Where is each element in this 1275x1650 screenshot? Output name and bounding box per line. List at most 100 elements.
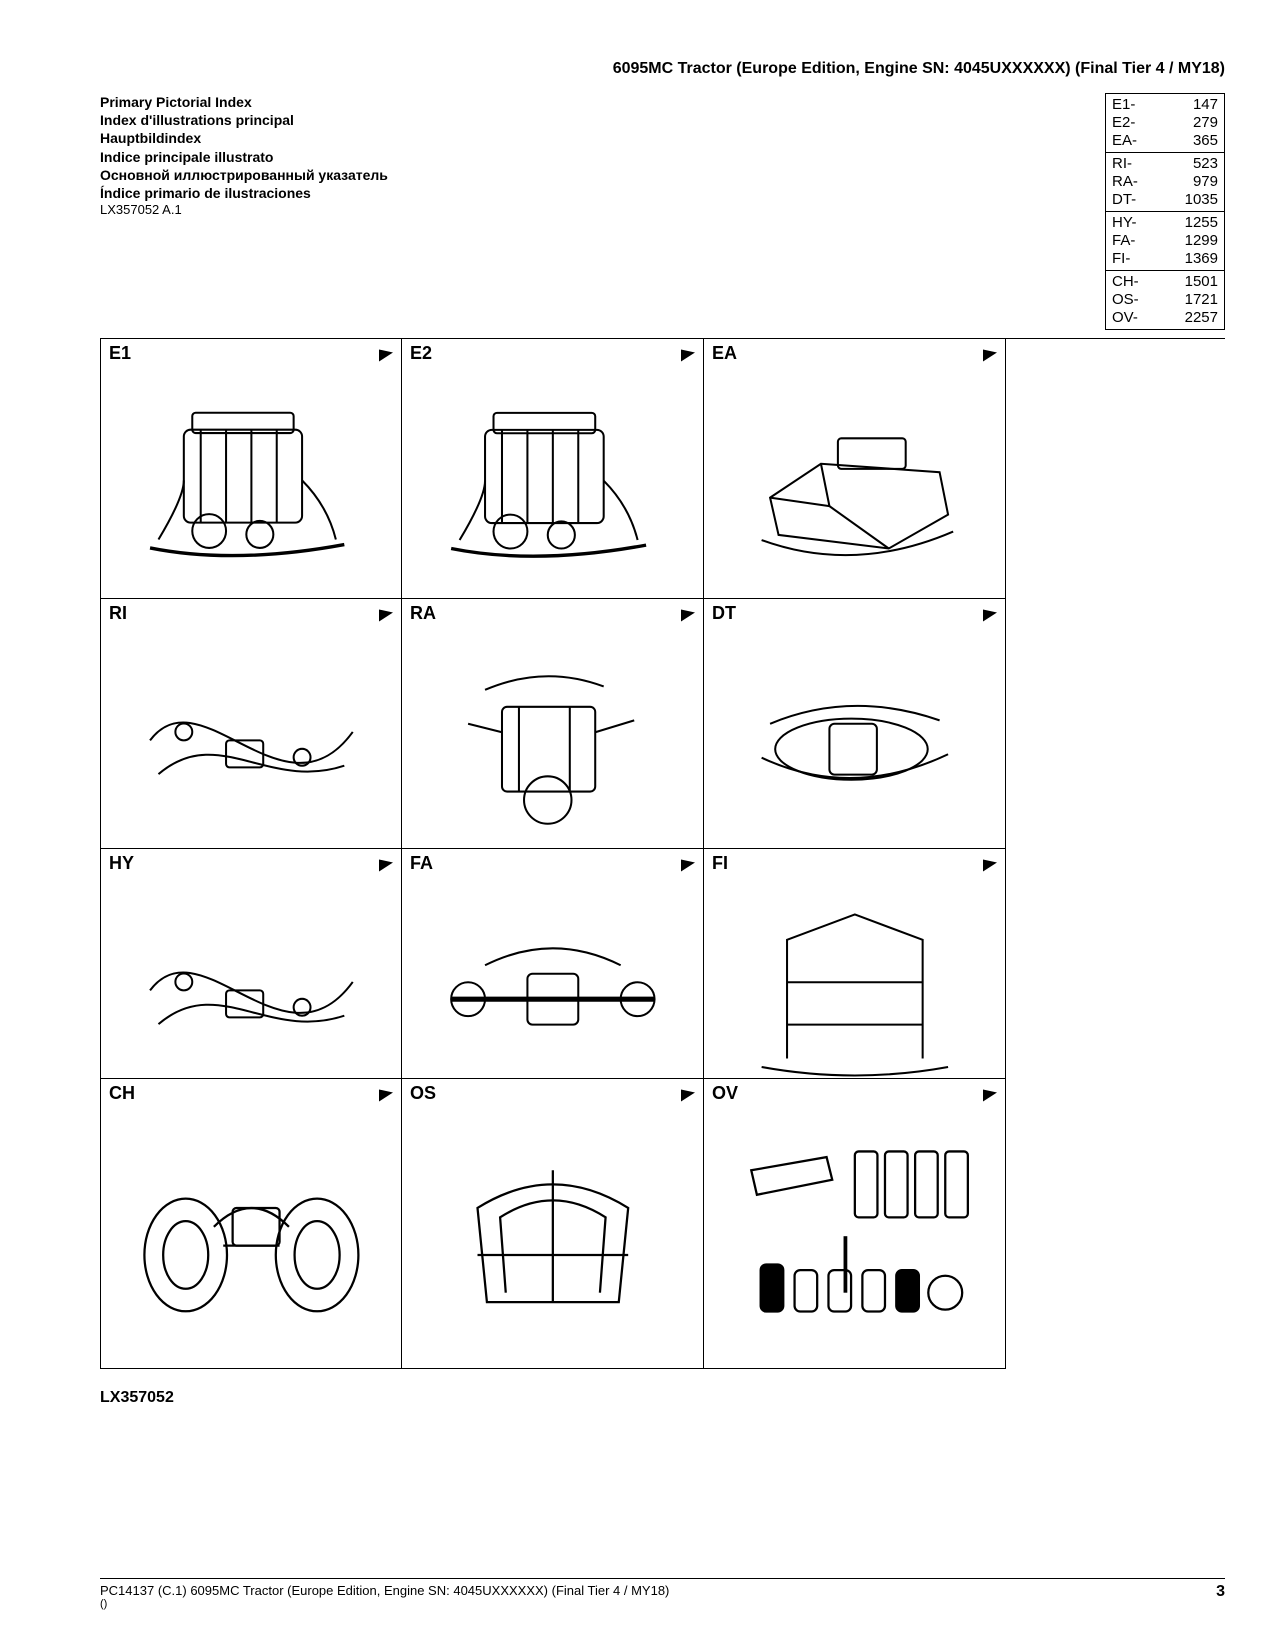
ref-row[interactable]: DT- 1035 <box>1112 191 1218 209</box>
pictorial-cell-e2[interactable]: E2DZ115803 <box>402 339 704 599</box>
part-diagram-icon <box>723 379 987 582</box>
header-title: 6095MC Tractor (Europe Edition, Engine S… <box>100 60 1225 78</box>
arrow-icon <box>983 1086 997 1101</box>
ref-page: 523 <box>1193 155 1218 173</box>
ref-page: 365 <box>1193 132 1218 150</box>
cell-code: FA <box>410 853 433 874</box>
cell-header: DT <box>704 599 1005 624</box>
footer-main-text: PC14137 (C.1) 6095MC Tractor (Europe Edi… <box>100 1583 669 1598</box>
footer-left: PC14137 (C.1) 6095MC Tractor (Europe Edi… <box>100 1583 669 1610</box>
ref-page: 1501 <box>1185 273 1218 291</box>
ref-page: 1721 <box>1185 291 1218 309</box>
footer: PC14137 (C.1) 6095MC Tractor (Europe Edi… <box>100 1578 1225 1610</box>
cell-header: RA <box>402 599 703 624</box>
cell-header: E2 <box>402 339 703 364</box>
pictorial-cell-ov[interactable]: OV <box>704 1079 1006 1369</box>
index-titles: Primary Pictorial IndexIndex d'illustrat… <box>100 93 388 202</box>
pictorial-cell-ch[interactable]: CH <box>100 1079 402 1369</box>
arrow-icon <box>379 346 393 361</box>
cell-code: E2 <box>410 343 432 364</box>
part-diagram-icon <box>120 379 383 582</box>
pictorial-cell-hy[interactable]: HY <box>100 849 402 1079</box>
ref-page: 1255 <box>1185 214 1218 232</box>
part-diagram-icon <box>723 1121 987 1351</box>
ref-row[interactable]: HY-1255 <box>1112 214 1218 232</box>
cell-header: OV <box>704 1079 1005 1104</box>
cell-illustration <box>402 624 703 858</box>
reference-table: E1-147E2-279EA-365 RI- 523RA-979DT- 1035 HY-… <box>1105 93 1225 330</box>
ref-group: HY-1255FA- 1299FI-1369 <box>1106 212 1224 271</box>
footer-page-number: 3 <box>1216 1583 1225 1610</box>
part-diagram-icon <box>120 1121 383 1351</box>
cell-code: OS <box>410 1083 436 1104</box>
cell-header: EA <box>704 339 1005 364</box>
cell-header: E1 <box>101 339 401 364</box>
ref-code: RI- <box>1112 155 1132 173</box>
pictorial-cell-ea[interactable]: EA <box>704 339 1006 599</box>
pictorial-cell-ri[interactable]: RI <box>100 599 402 849</box>
arrow-icon <box>379 606 393 621</box>
part-diagram-icon <box>421 1121 685 1351</box>
cell-header: CH <box>101 1079 401 1104</box>
ref-row[interactable]: FI-1369 <box>1112 250 1218 268</box>
ref-row[interactable]: EA-365 <box>1112 132 1218 150</box>
arrow-icon <box>681 346 695 361</box>
ref-row[interactable]: FA- 1299 <box>1112 232 1218 250</box>
cell-code: RI <box>109 603 127 624</box>
ref-row[interactable]: E1-147 <box>1112 96 1218 114</box>
arrow-icon <box>983 856 997 871</box>
index-title-line: Hauptbildindex <box>100 129 388 147</box>
cell-illustration <box>402 1104 703 1368</box>
cell-illustration <box>704 874 1005 1108</box>
ref-page: 1299 <box>1185 232 1218 250</box>
index-title-line: Indice principale illustrato <box>100 148 388 166</box>
arrow-icon <box>681 1086 695 1101</box>
cell-illustration <box>704 364 1005 598</box>
cell-illustration <box>101 624 401 857</box>
part-diagram-icon <box>120 889 383 1092</box>
ref-code: DT- <box>1112 191 1136 209</box>
cell-code: EA <box>712 343 737 364</box>
cell-code: FI <box>712 853 728 874</box>
footer-sub-text: () <box>100 1598 669 1610</box>
pictorial-cell-e1[interactable]: E1DD22293 <box>100 339 402 599</box>
pictorial-cell-dt[interactable]: DT <box>704 599 1006 849</box>
pictorial-cell-fa[interactable]: FA <box>402 849 704 1079</box>
arrow-icon <box>681 856 695 871</box>
part-diagram-icon <box>421 379 685 582</box>
grid-row: HY FA FI <box>100 849 1225 1079</box>
doc-ref: LX357052 A.1 <box>100 202 388 217</box>
ref-row[interactable]: OS- 1721 <box>1112 291 1218 309</box>
cell-code: OV <box>712 1083 738 1104</box>
index-title-line: Index d'illustrations principal <box>100 111 388 129</box>
ref-row[interactable]: OV-2257 <box>1112 309 1218 327</box>
ref-code: FA- <box>1112 232 1135 250</box>
pictorial-cell-fi[interactable]: FI <box>704 849 1006 1079</box>
ref-page: 1035 <box>1185 191 1218 209</box>
cell-illustration <box>704 1104 1005 1368</box>
ref-row[interactable]: E2-279 <box>1112 114 1218 132</box>
cell-illustration <box>101 1104 401 1368</box>
cell-illustration <box>402 874 703 1108</box>
part-diagram-icon <box>723 889 987 1092</box>
ref-code: E1- <box>1112 96 1135 114</box>
ref-row[interactable]: CH-1501 <box>1112 273 1218 291</box>
cell-illustration <box>402 364 703 598</box>
ref-code: OS- <box>1112 291 1139 309</box>
cell-code: DT <box>712 603 736 624</box>
cell-illustration <box>101 364 401 597</box>
cell-code: E1 <box>109 343 131 364</box>
ref-row[interactable]: RA-979 <box>1112 173 1218 191</box>
pictorial-cell-ra[interactable]: RA <box>402 599 704 849</box>
ref-group: RI- 523RA-979DT- 1035 <box>1106 153 1224 212</box>
ref-page: 2257 <box>1185 309 1218 327</box>
arrow-icon <box>379 1086 393 1101</box>
cell-header: FI <box>704 849 1005 874</box>
cell-header: RI <box>101 599 401 624</box>
index-title-line: Основной иллюстрированный указатель <box>100 166 388 184</box>
top-row: Primary Pictorial IndexIndex d'illustrat… <box>100 93 1225 330</box>
pictorial-cell-os[interactable]: OS <box>402 1079 704 1369</box>
ref-row[interactable]: RI- 523 <box>1112 155 1218 173</box>
ref-code: FI- <box>1112 250 1130 268</box>
cell-header: OS <box>402 1079 703 1104</box>
